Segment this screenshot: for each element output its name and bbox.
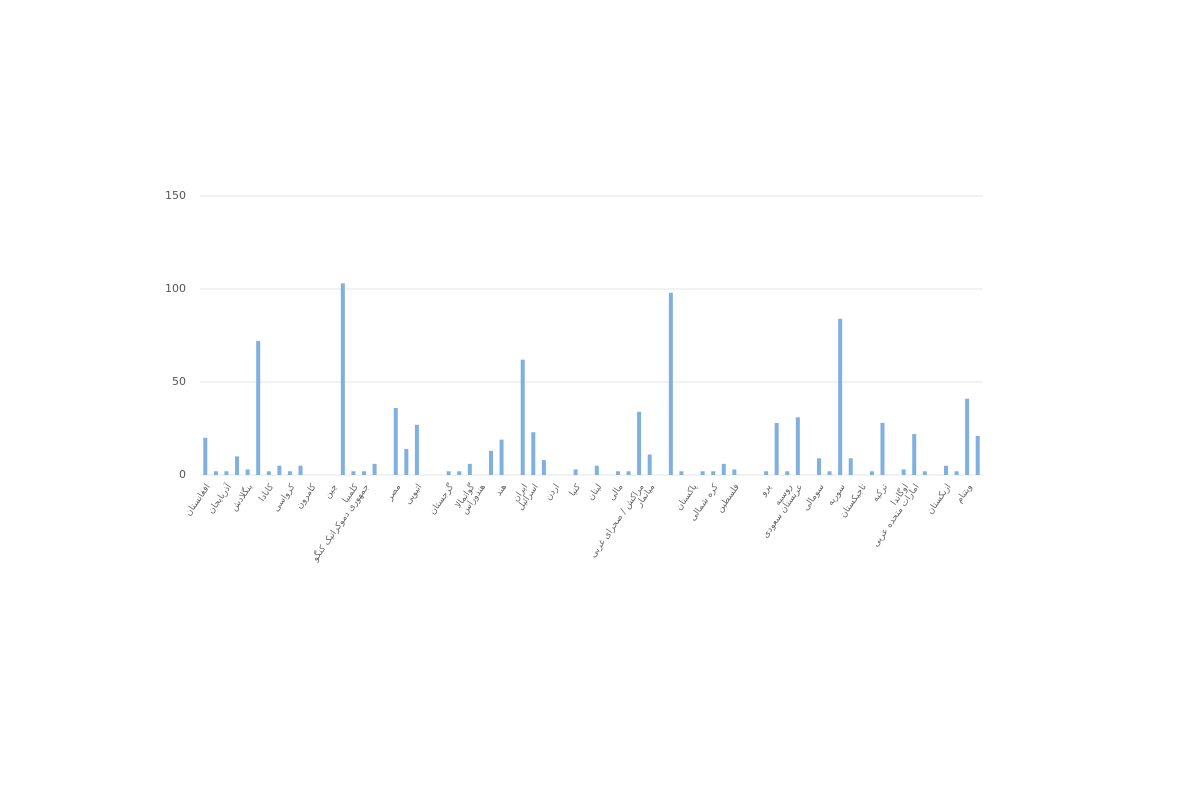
- bar: [393, 408, 398, 475]
- x-tick-label: اردن: [544, 482, 562, 502]
- x-tick-label: لبنان: [586, 482, 604, 502]
- bar: [880, 422, 885, 475]
- bar: [520, 359, 525, 475]
- bar: [615, 471, 620, 475]
- bar: [488, 450, 493, 475]
- x-tick-label: پرو: [758, 482, 774, 499]
- x-tick-label: جمهوری دموکراتیک کنگو: [308, 481, 371, 564]
- bar: [499, 439, 504, 475]
- bar: [298, 465, 303, 475]
- bar: [975, 435, 980, 475]
- y-tick-label: 150: [165, 189, 186, 202]
- bar: [287, 471, 292, 475]
- bar: [795, 417, 800, 475]
- bar: [245, 469, 250, 475]
- bar: [869, 471, 874, 475]
- bar: [446, 471, 451, 475]
- bar: [848, 458, 853, 475]
- x-tick-label: ویتنام: [955, 482, 975, 505]
- x-tick-label: ازبکستان: [926, 482, 954, 516]
- bar: [827, 471, 832, 475]
- bar: [637, 411, 642, 475]
- x-tick-label: سومالی: [801, 482, 826, 512]
- bar: [912, 434, 917, 475]
- x-tick-label: کامرون: [294, 482, 319, 511]
- bar: [541, 460, 546, 475]
- bar: [943, 465, 948, 475]
- bar: [224, 471, 229, 475]
- x-tick-label: ترکیه: [871, 482, 891, 504]
- bar: [457, 471, 462, 475]
- x-tick-label: بنگلادش: [228, 481, 255, 513]
- bar: [277, 465, 282, 475]
- bar: [414, 424, 419, 475]
- x-tick-label: کانادا: [257, 482, 276, 504]
- bar: [838, 318, 843, 475]
- y-tick-label: 50: [172, 375, 186, 388]
- bar: [965, 398, 970, 475]
- bar: [700, 471, 705, 475]
- bar: [816, 458, 821, 475]
- y-tick-label: 0: [179, 468, 186, 481]
- y-tick-label: 100: [165, 282, 186, 295]
- bar: [362, 471, 367, 475]
- bar: [711, 471, 716, 475]
- bar: [573, 469, 578, 475]
- bar: [256, 341, 261, 475]
- bar: [721, 463, 726, 475]
- x-tick-label: گرجستان: [426, 481, 456, 517]
- x-tick-label: مالی: [607, 482, 626, 502]
- bar: [626, 471, 631, 475]
- x-tick-label: چین: [323, 482, 340, 500]
- bar: [404, 448, 409, 475]
- bar: [372, 463, 377, 475]
- bar: [647, 454, 652, 475]
- bar: [531, 432, 536, 475]
- bar: [732, 469, 737, 475]
- bar: [467, 463, 472, 475]
- bar: [668, 292, 673, 475]
- bar: [266, 471, 271, 475]
- bar: [203, 437, 208, 475]
- bar: [954, 471, 959, 475]
- x-tick-label: اتیوپی: [403, 482, 424, 506]
- x-tick-label: هند: [494, 482, 509, 498]
- bar: [594, 465, 599, 475]
- bar: [785, 471, 790, 475]
- x-tick-label: کنیا: [568, 482, 584, 499]
- bar: [774, 422, 779, 475]
- bar: [213, 471, 218, 475]
- bar: [235, 456, 240, 475]
- bar: [351, 471, 356, 475]
- bar: [901, 469, 906, 475]
- bar: [340, 283, 345, 475]
- bar: [679, 471, 684, 475]
- bar: [922, 471, 927, 475]
- x-tick-label: کرواسی: [271, 482, 297, 514]
- bar: [764, 471, 769, 475]
- x-tick-label: مصر: [384, 482, 403, 503]
